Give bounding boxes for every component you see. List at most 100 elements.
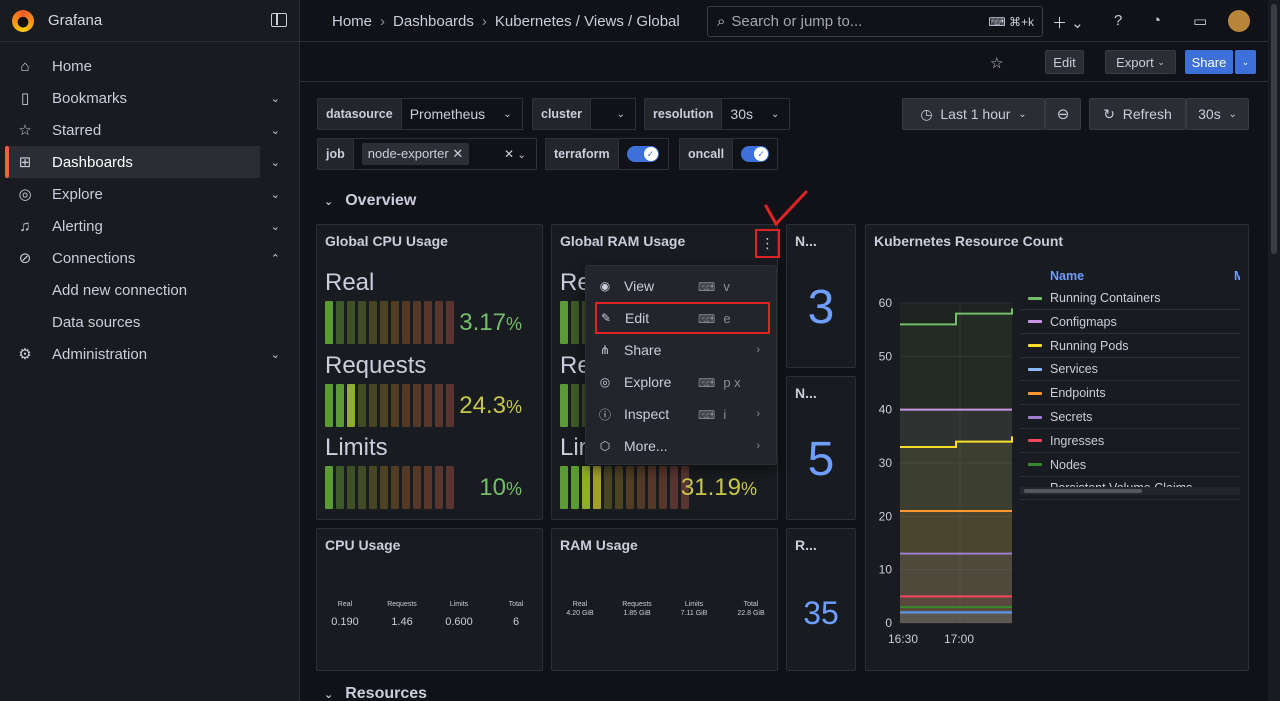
series-line[interactable]	[900, 308, 1013, 326]
dashboard-content: datasource Prometheus ⌄ cluster ⌄ resolut…	[300, 82, 1268, 701]
legend-item[interactable]: Running Pods	[1020, 335, 1240, 358]
stat-column-value: 0.600	[445, 616, 473, 628]
sidebar-item-alerting[interactable]: ♫ Alerting ⌄	[8, 210, 280, 242]
gauge-segment	[325, 301, 333, 344]
panel-stat-2[interactable]: N... 5	[786, 376, 856, 520]
gauge-segment	[560, 301, 568, 344]
legend-item[interactable]: Ingresses	[1020, 430, 1240, 453]
menu-item-more[interactable]: ⬡ More... ›	[586, 430, 776, 462]
rss-icon[interactable]: ◔	[1152, 12, 1162, 29]
brand: Grafana	[0, 0, 299, 42]
gauge-segment	[604, 466, 612, 509]
gauge-segment	[369, 301, 377, 344]
panel-cpu-usage[interactable]: CPU Usage Real 0.190 Requests 1.46 Limits 0.6…	[316, 528, 543, 671]
legend-header-truncated[interactable]: M	[1234, 269, 1240, 283]
chevron-icon[interactable]: ⌃	[270, 252, 280, 265]
series-line[interactable]	[900, 436, 1013, 448]
panel-title: N...	[795, 233, 817, 249]
gauge-segment	[424, 466, 432, 509]
refresh-interval-select[interactable]: 30s ⌄	[1186, 98, 1249, 130]
time-range-picker[interactable]: ◷ Last 1 hour ⌄	[902, 98, 1045, 130]
panel-stat-1[interactable]: N... 3	[786, 224, 856, 368]
legend-item[interactable]: Nodes	[1020, 454, 1240, 477]
zoom-out-button[interactable]: ⊖	[1045, 98, 1081, 130]
export-button[interactable]: Export ⌄	[1105, 50, 1176, 74]
sidebar-item-home[interactable]: ⌂ Home	[8, 50, 260, 82]
menu-item-explore[interactable]: ◎ Explore p x	[586, 366, 776, 398]
gauge-segment	[336, 384, 344, 427]
sidebar-subitem[interactable]: Data sources	[52, 314, 141, 331]
row-resources[interactable]: ⌄ Resources	[324, 685, 428, 701]
share-dropdown-button[interactable]: ⌄	[1235, 50, 1256, 74]
zoom-out-icon: ⊖	[1056, 106, 1070, 123]
legend-item[interactable]: Running Containers	[1020, 287, 1240, 310]
breadcrumb-dashboards[interactable]: Dashboards	[393, 13, 474, 30]
search-bar[interactable]: ⌕ Search or jump to... ⌨ ⌘+k	[707, 6, 1043, 37]
sidebar-subitem[interactable]: Add new connection	[52, 282, 188, 299]
chevron-icon[interactable]: ⌄	[270, 188, 280, 201]
star-icon[interactable]: ☆	[990, 55, 1004, 72]
kiosk-icon[interactable]: ▭	[1193, 13, 1208, 30]
panel-menu-icon[interactable]: ⋮	[755, 229, 780, 258]
sidebar-item-label: Home	[52, 57, 93, 75]
menu-item-inspect[interactable]: ⓘ Inspect i ›	[586, 398, 776, 430]
job-select[interactable]: node-exporter ✕ ✕ ⌄	[353, 138, 537, 170]
panel-stat-3[interactable]: R... 35	[786, 528, 856, 671]
gauge-segment	[615, 466, 623, 509]
menu-item-view[interactable]: ◉ View v	[586, 270, 776, 302]
sidebar-item-administration[interactable]: ⚙ Administration ⌄	[8, 338, 280, 370]
cube-icon: ⬡	[599, 439, 611, 453]
gauge-segment	[593, 466, 601, 509]
sidebar-item-label: Alerting	[52, 217, 103, 235]
k8s-line-chart[interactable]: 0 10 20 30 40 50 60 16:30 17:00	[866, 285, 1016, 665]
row-overview[interactable]: ⌄ Overview	[324, 192, 417, 209]
resolution-select[interactable]: 30s ⌄	[722, 98, 791, 130]
sidebar-item-connections[interactable]: ⊘ Connections ⌃	[8, 242, 280, 274]
chevron-icon[interactable]: ⌄	[270, 124, 280, 137]
avatar[interactable]	[1228, 10, 1250, 32]
page-scrollbar[interactable]	[1268, 0, 1280, 701]
job-chip: node-exporter ✕	[361, 143, 470, 165]
sidebar-item-dashboards[interactable]: ⊞ Dashboards ⌄	[5, 146, 280, 178]
menu-item-share[interactable]: ⋔ Share ›	[586, 334, 776, 366]
datasource-select[interactable]: Prometheus ⌄	[401, 98, 523, 130]
panel-global-cpu[interactable]: Global CPU Usage Real 3.17% Requests 24.3% L…	[316, 224, 543, 520]
refresh-button[interactable]: ↻ Refresh	[1089, 98, 1186, 130]
panel-ram-usage[interactable]: RAM Usage Real 4.20 GiB Requests 1.85 GiB Li…	[551, 528, 778, 671]
legend-item[interactable]: Secrets	[1020, 406, 1240, 429]
breadcrumb-home[interactable]: Home	[332, 13, 373, 30]
sidebar-item-label: Starred	[52, 121, 102, 139]
cluster-select[interactable]: ⌄	[591, 98, 636, 130]
stat-value: 3	[807, 281, 835, 334]
gauge-segment	[402, 466, 410, 509]
legend-scrollbar[interactable]	[1020, 487, 1240, 495]
chevron-icon[interactable]: ⌄	[270, 220, 280, 233]
menu-item-edit[interactable]: ✎ Edit e	[595, 302, 770, 334]
gauge-segment	[413, 301, 421, 344]
chevron-icon[interactable]: ⌄	[270, 92, 280, 105]
chevron-down-icon: ⌄	[324, 689, 334, 701]
share-button[interactable]: Share	[1185, 50, 1233, 74]
apps-icon: ⊞	[18, 154, 32, 171]
help-icon[interactable]: ?	[1114, 12, 1123, 29]
chevron-icon[interactable]: ⌄	[270, 156, 280, 169]
chevron-right-icon: ›	[756, 408, 760, 420]
sidebar-item-explore[interactable]: ◎ Explore ⌄	[8, 178, 280, 210]
legend-item[interactable]: Configmaps	[1020, 311, 1240, 334]
sidebar-item-bookmarks[interactable]: ▯ Bookmarks ⌄	[8, 82, 280, 114]
panel-k8s-resource-count[interactable]: Kubernetes Resource Count 0 10 20 30 40 50 60 1…	[865, 224, 1249, 671]
legend-item[interactable]: Endpoints	[1020, 382, 1240, 406]
oncall-toggle[interactable]	[733, 138, 779, 170]
legend-item[interactable]: Services	[1020, 358, 1240, 382]
dock-menu-icon[interactable]	[271, 13, 287, 27]
add-icon[interactable]: ＋ ⌄	[1052, 15, 1084, 32]
legend-header[interactable]: Name	[1050, 269, 1085, 283]
chevron-icon[interactable]: ⌄	[270, 348, 280, 361]
terraform-toggle[interactable]	[618, 138, 669, 170]
menu-item-label: Inspect	[624, 406, 670, 422]
edit-button[interactable]: Edit	[1045, 50, 1084, 74]
sidebar-item-starred[interactable]: ☆ Starred ⌄	[8, 114, 280, 146]
gauge-label: Limits	[325, 434, 388, 461]
grafana-logo-icon[interactable]	[12, 9, 34, 32]
gauge-segment	[413, 466, 421, 509]
